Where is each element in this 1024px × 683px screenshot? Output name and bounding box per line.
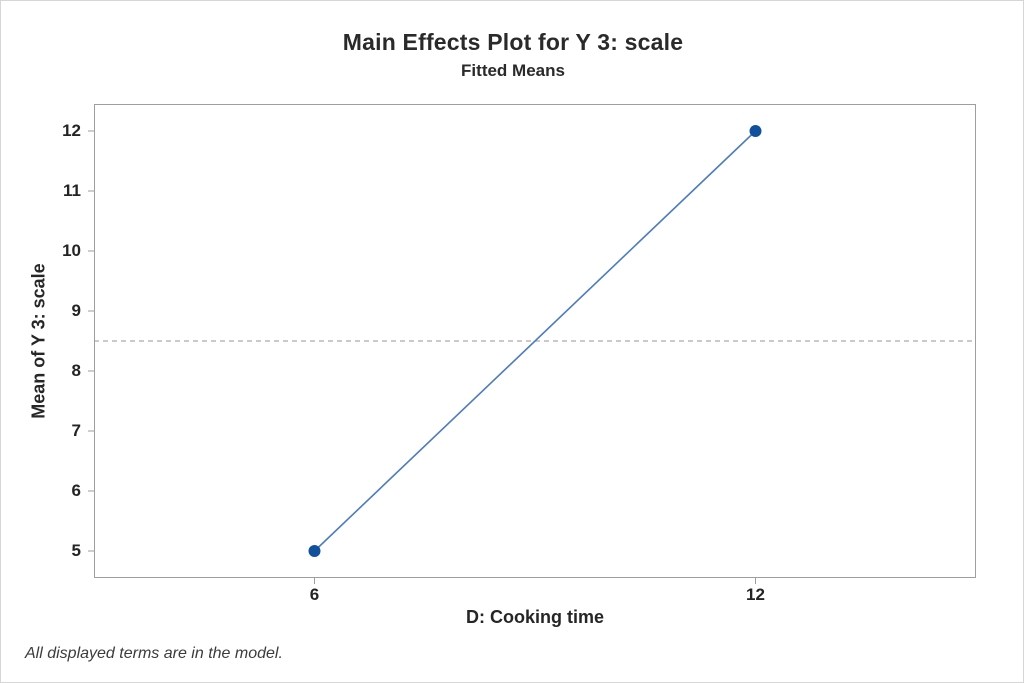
plot-area xyxy=(88,104,976,584)
x-tick-label: 6 xyxy=(309,585,320,604)
data-point xyxy=(749,125,762,137)
y-axis-title-text: Mean of Y 3: scale xyxy=(28,263,49,419)
x-tick-label: 12 xyxy=(746,585,765,604)
y-tick-label: 7 xyxy=(71,421,81,440)
model-footnote: All displayed terms are in the model. xyxy=(25,645,283,662)
y-tick-label: 11 xyxy=(63,181,81,200)
plot-frame xyxy=(94,104,976,578)
chart-subtitle: Fitted Means xyxy=(461,61,565,80)
y-tick-label: 5 xyxy=(71,541,81,560)
y-tick-label: 12 xyxy=(62,121,81,140)
y-tick-label: 8 xyxy=(71,361,81,380)
series-line xyxy=(313,130,757,552)
x-axis-title: D: Cooking time xyxy=(466,607,604,627)
y-tick-label: 10 xyxy=(62,241,81,260)
chart-title: Main Effects Plot for Y 3: scale xyxy=(342,29,684,55)
y-tick-label: 6 xyxy=(71,481,81,500)
data-point xyxy=(308,545,321,557)
y-tick-label: 9 xyxy=(71,301,81,320)
